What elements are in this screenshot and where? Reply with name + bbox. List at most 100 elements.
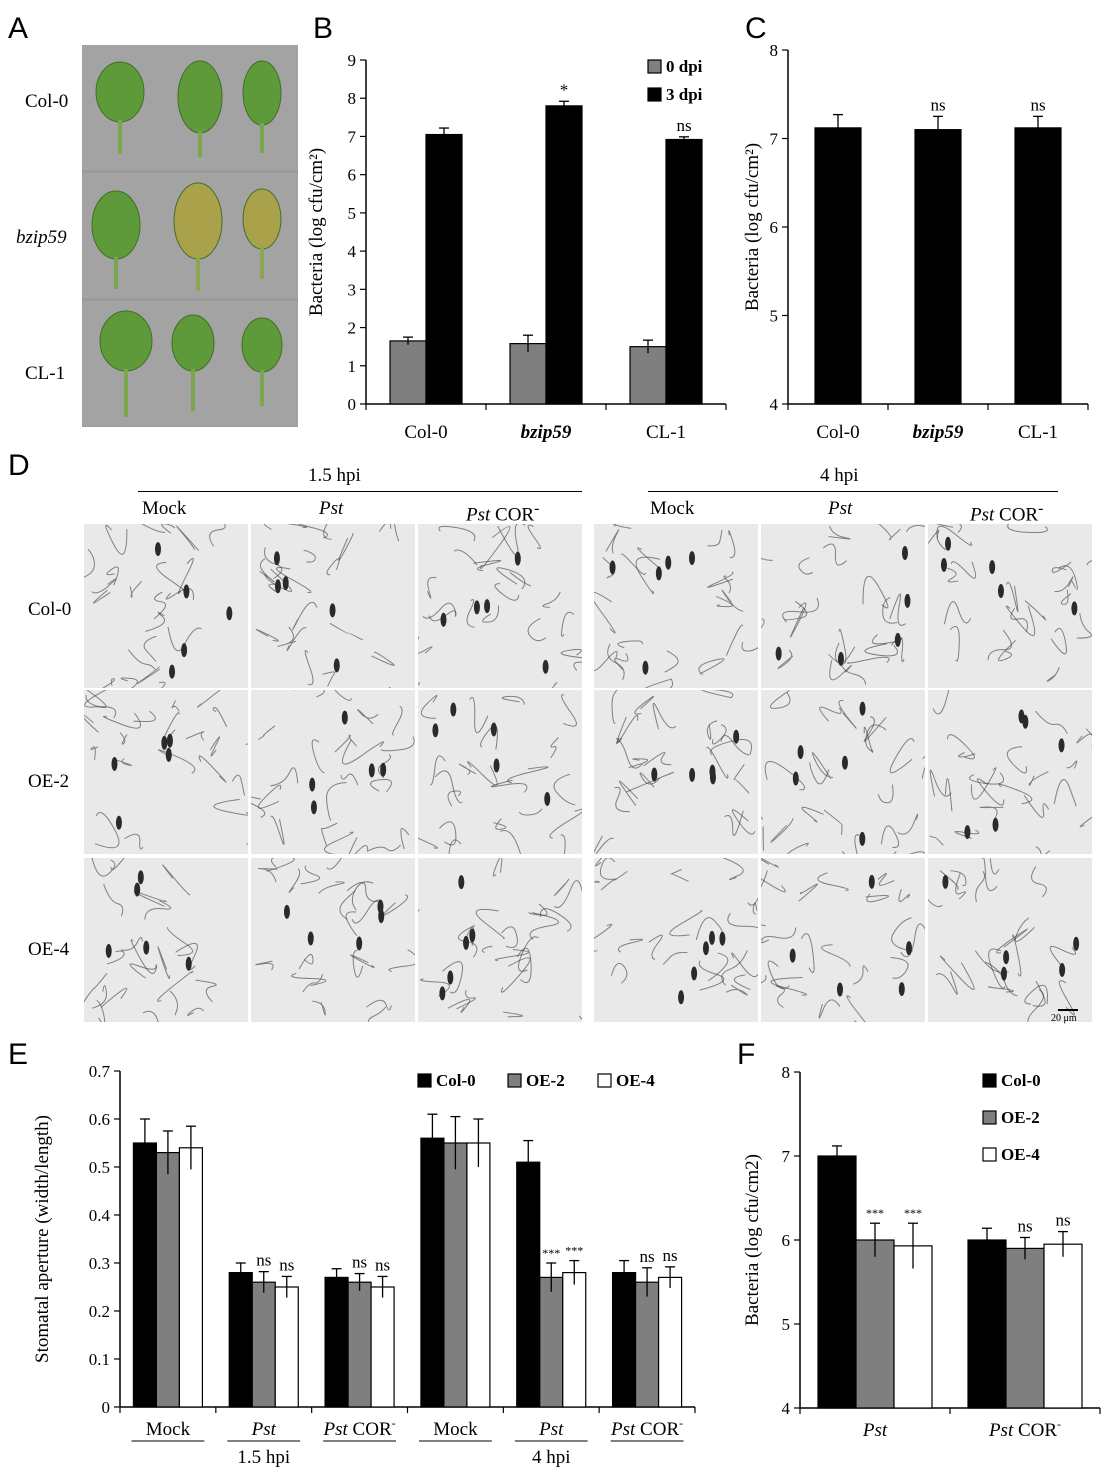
x-tick-label: CL-1 <box>646 422 686 443</box>
y-axis-label: Bacteria (log cfu/cm2) <box>742 1154 763 1326</box>
micrograph-image <box>251 524 415 688</box>
y-tick-label: 4 <box>348 242 357 261</box>
bar <box>251 1281 276 1408</box>
treatment-header: Pst <box>319 498 344 519</box>
bar <box>155 1151 181 1408</box>
panel-letter-a: A <box>8 12 29 45</box>
micrograph-image <box>418 690 582 854</box>
bar <box>347 1281 372 1408</box>
bar <box>389 340 427 405</box>
legend-label: 0 dpi <box>666 57 703 76</box>
y-tick-label: 0.5 <box>89 1158 110 1177</box>
legend-swatch <box>982 1110 997 1125</box>
legend-swatch <box>597 1073 612 1088</box>
bar <box>967 1239 1007 1409</box>
y-tick-label: 7 <box>770 130 779 149</box>
legend-label: OE-4 <box>616 1071 655 1090</box>
bar <box>893 1245 933 1409</box>
significance-label: ns <box>1017 1216 1032 1235</box>
significance-label: ns <box>676 116 691 135</box>
micrograph-grid <box>84 524 1092 1025</box>
x-tick-label: Col-0 <box>404 422 447 443</box>
time-point-header: 4 hpi <box>820 465 859 486</box>
significance-label: *** <box>565 1244 583 1258</box>
legend-label: Col-0 <box>436 1071 476 1090</box>
y-tick-label: 9 <box>348 51 357 70</box>
treatment-header: Mock <box>142 498 187 519</box>
micrograph-image <box>418 524 582 688</box>
bar <box>1005 1247 1045 1409</box>
micrograph-image <box>594 524 758 688</box>
y-tick-label: 0.1 <box>89 1350 110 1369</box>
panel-a-row-label: CL-1 <box>25 363 66 384</box>
micrograph-image <box>594 690 758 854</box>
micrograph-image <box>761 690 925 854</box>
panel-letter-f: F <box>737 1038 756 1071</box>
y-tick-label: 8 <box>770 41 779 60</box>
y-tick-label: 6 <box>770 218 779 237</box>
significance-label: ns <box>279 1255 294 1274</box>
y-tick-label: 0.4 <box>89 1206 111 1225</box>
y-tick-label: 4 <box>782 1399 791 1418</box>
bar <box>516 1161 541 1408</box>
y-tick-label: 5 <box>782 1315 791 1334</box>
legend-swatch <box>982 1147 997 1162</box>
significance-label: *** <box>866 1206 884 1220</box>
bar <box>274 1286 299 1408</box>
leaf-photo-panel <box>82 45 298 427</box>
legend-swatch <box>647 87 662 102</box>
bar <box>634 1281 660 1408</box>
time-point-rule <box>138 491 582 492</box>
y-axis-label: Stomatal aperture (width/length) <box>32 1115 53 1363</box>
leaf-photo <box>95 60 282 157</box>
y-tick-label: 8 <box>348 89 357 108</box>
micrograph-image <box>594 858 758 1022</box>
bar <box>425 133 463 405</box>
scale-bar <box>1058 1009 1078 1011</box>
chart-f: 4 5 6 7 8 Bacteria (log cfu/cm2) Pst Pst COR- **… <box>742 1063 1101 1441</box>
bar <box>466 1142 491 1408</box>
significance-label: *** <box>542 1246 560 1260</box>
bar <box>370 1286 395 1408</box>
micrograph-image <box>928 690 1092 854</box>
x-tick-label: Pst <box>538 1419 564 1440</box>
significance-label: ns <box>352 1253 367 1272</box>
bar <box>420 1137 445 1408</box>
micrograph-image <box>84 690 248 854</box>
bar <box>178 1147 204 1408</box>
y-tick-label: 3 <box>348 280 357 299</box>
micrograph-image <box>761 524 925 688</box>
significance-label: ns <box>1055 1211 1070 1230</box>
y-tick-label: 5 <box>770 307 779 326</box>
x-tick-label: Mock <box>146 1419 191 1440</box>
bar <box>562 1272 587 1408</box>
significance-label: *** <box>904 1206 922 1220</box>
x-tick-label: Pst <box>251 1419 277 1440</box>
treatment-header: Pst COR- <box>466 500 540 526</box>
panel-letter-c: C <box>745 12 767 45</box>
y-tick-label: 0.7 <box>89 1062 111 1081</box>
chart-e: 0 0.1 0.2 0.3 0.4 0.5 0.6 0.7 Stomatal aperture … <box>32 1062 696 1468</box>
treatment-header: Pst <box>828 498 853 519</box>
y-tick-label: 7 <box>348 127 357 146</box>
bar <box>817 1155 857 1409</box>
y-tick-label: 0 <box>102 1398 111 1417</box>
x-tick-label: Mock <box>433 1419 478 1440</box>
time-point-rule <box>648 491 1058 492</box>
y-axis-label: Bacteria (log cfu/cm²) <box>742 143 763 311</box>
micrograph-image <box>928 524 1092 688</box>
legend-swatch <box>982 1073 997 1088</box>
y-tick-label: 6 <box>782 1231 791 1250</box>
significance-label: ns <box>1030 95 1045 114</box>
bar <box>509 343 547 405</box>
bar <box>914 129 962 405</box>
leaf-photo-row <box>82 173 298 298</box>
panel-a-row-label: Col-0 <box>25 91 69 112</box>
y-axis-label: Bacteria (log cfu/cm²) <box>306 148 327 316</box>
bar <box>657 1276 683 1408</box>
leaf-photo-row <box>82 301 298 426</box>
significance-label: ns <box>663 1246 678 1265</box>
time-point-header: 1.5 hpi <box>308 465 361 486</box>
legend-swatch <box>417 1073 432 1088</box>
significance-label: ns <box>375 1255 390 1274</box>
